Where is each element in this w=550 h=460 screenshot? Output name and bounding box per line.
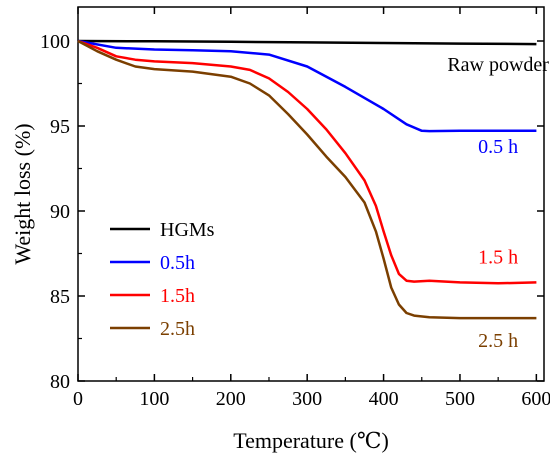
x-axis-title: Temperature (℃): [233, 428, 389, 453]
series-lines: [77, 39, 537, 320]
curve-annotation: 0.5 h: [478, 136, 518, 158]
x-tick-label: 0: [73, 388, 83, 410]
plot-frame: [77, 6, 545, 382]
curve-annotation: 1.5 h: [478, 247, 518, 269]
series-line-1.5h: [77, 39, 537, 285]
x-tick-label: 600: [521, 388, 550, 410]
legend-label: 2.5h: [160, 318, 195, 340]
curve-annotation: Raw powder: [447, 54, 549, 76]
y-tick-label: 80: [50, 371, 70, 393]
x-tick-label: 400: [369, 388, 399, 410]
y-tick-label: 95: [50, 116, 70, 138]
axes: 0 100 200 300 400 500 600 80 85 90 95 100: [40, 6, 550, 410]
y-tick-label: 90: [50, 201, 70, 223]
legend-label: 1.5h: [160, 285, 195, 307]
x-tick-label: 500: [445, 388, 475, 410]
x-tick-label: 300: [292, 388, 322, 410]
series-line-0.5h: [77, 39, 537, 133]
x-tick-label: 100: [139, 388, 169, 410]
series-line-hgms: [77, 39, 537, 46]
annotations: Raw powder 0.5 h 1.5 h 2.5 h: [447, 54, 549, 352]
series-line-2.5h: [77, 39, 537, 320]
x-tick-label: 200: [216, 388, 246, 410]
y-tick-label: 100: [40, 31, 70, 53]
legend-label: HGMs: [160, 219, 215, 241]
legend: HGMs 0.5h 1.5h 2.5h: [110, 219, 215, 340]
y-tick-label: 85: [50, 286, 70, 308]
y-axis-title: Weight loss (%): [10, 123, 35, 264]
legend-label: 0.5h: [160, 252, 195, 274]
curve-annotation: 2.5 h: [478, 330, 518, 352]
